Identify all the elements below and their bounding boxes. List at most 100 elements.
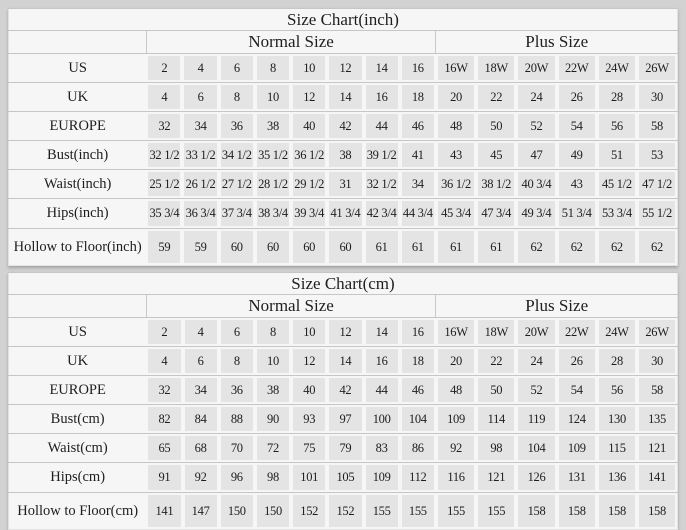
size-value-cell: 39 3/4	[291, 198, 328, 229]
size-value-cell: 152	[327, 492, 364, 530]
size-value-cell: 42	[327, 375, 364, 405]
size-value-cell: 16W	[435, 53, 477, 83]
size-value-cell: 52	[516, 375, 557, 405]
size-value-cell: 6	[182, 82, 219, 112]
size-chart-inch-table: Size Chart(inch) Normal Size Plus Size US 2 4…	[8, 8, 678, 266]
size-value-cell: 90	[254, 404, 292, 434]
size-chart-cm-table: Size Chart(cm) Normal Size Plus Size US 2 4 6 8…	[8, 272, 678, 530]
row-label: US	[8, 53, 147, 83]
size-value-cell: 116	[435, 462, 477, 493]
size-value-cell: 83	[363, 433, 400, 463]
size-value-cell: 35 1/2	[254, 140, 292, 170]
size-value-cell: 62	[637, 228, 678, 266]
size-value-cell: 155	[435, 492, 477, 530]
table-row: EUROPE 32 34 36 38 40 42 44 46 48 50 52 54 56 58	[8, 111, 678, 141]
size-value-cell: 104	[399, 404, 436, 434]
size-value-cell: 52	[516, 111, 557, 141]
size-value-cell: 40	[291, 111, 328, 141]
size-value-cell: 10	[291, 53, 328, 83]
size-value-cell: 33 1/2	[182, 140, 219, 170]
size-value-cell: 150	[254, 492, 292, 530]
size-value-cell: 16W	[435, 317, 477, 347]
table-title: Size Chart(inch)	[8, 8, 678, 31]
size-value-cell: 141	[637, 462, 678, 493]
size-value-cell: 14	[363, 53, 400, 83]
size-value-cell: 44	[363, 111, 400, 141]
size-value-cell: 58	[637, 111, 678, 141]
size-value-cell: 105	[327, 462, 364, 493]
size-value-cell: 24W	[596, 53, 637, 83]
size-value-cell: 51 3/4	[556, 198, 597, 229]
size-value-cell: 147	[182, 492, 219, 530]
size-value-cell: 46	[399, 375, 436, 405]
row-label: Waist(inch)	[8, 169, 147, 199]
size-value-cell: 59	[182, 228, 219, 266]
table-row: Bust(cm) 82 84 88 90 93 97 100 104 109 114 119 124 13…	[8, 404, 678, 434]
size-value-cell: 141	[146, 492, 183, 530]
size-value-cell: 61	[363, 228, 400, 266]
size-value-cell: 38	[254, 375, 292, 405]
size-value-cell: 92	[182, 462, 219, 493]
size-value-cell: 4	[146, 346, 183, 376]
size-value-cell: 70	[218, 433, 255, 463]
table-title-row: Size Chart(inch)	[8, 8, 678, 31]
size-value-cell: 38 3/4	[254, 198, 292, 229]
size-value-cell: 43	[556, 169, 597, 199]
size-value-cell: 8	[218, 346, 255, 376]
size-value-cell: 31	[327, 169, 364, 199]
row-label: Hips(cm)	[8, 462, 147, 493]
size-value-cell: 44	[363, 375, 400, 405]
size-value-cell: 36 1/2	[435, 169, 477, 199]
size-value-cell: 124	[556, 404, 597, 434]
size-value-cell: 38	[327, 140, 364, 170]
size-value-cell: 109	[556, 433, 597, 463]
size-value-cell: 49 3/4	[516, 198, 557, 229]
size-value-cell: 130	[596, 404, 638, 434]
size-value-cell: 4	[182, 53, 219, 83]
size-value-cell: 119	[516, 404, 557, 434]
row-label: Hollow to Floor(inch)	[8, 228, 147, 266]
size-value-cell: 42 3/4	[363, 198, 400, 229]
size-value-cell: 26	[556, 82, 597, 112]
table-row: Hips(inch) 35 3/4 36 3/4 37 3/4 38 3/4 39 3/4…	[8, 198, 678, 229]
size-value-cell: 62	[596, 228, 637, 266]
size-chart-cm-section: Size Chart(cm) Normal Size Plus Size US 2 4 6 8…	[8, 272, 678, 530]
corner-cell	[8, 30, 147, 54]
row-label: US	[8, 317, 147, 347]
table-row: Waist(inch) 25 1/2 26 1/2 27 1/2 28 1/2 29 1/…	[8, 169, 678, 199]
column-group-row: Normal Size Plus Size	[8, 294, 678, 318]
size-value-cell: 32 1/2	[363, 169, 400, 199]
size-value-cell: 24	[516, 346, 557, 376]
size-value-cell: 29 1/2	[291, 169, 328, 199]
size-value-cell: 131	[556, 462, 597, 493]
size-value-cell: 16	[399, 317, 436, 347]
size-value-cell: 155	[363, 492, 400, 530]
size-value-cell: 27 1/2	[218, 169, 255, 199]
size-value-cell: 45	[476, 140, 517, 170]
row-label: Bust(cm)	[8, 404, 147, 434]
size-value-cell: 32	[146, 375, 183, 405]
size-value-cell: 34	[182, 111, 219, 141]
size-value-cell: 79	[327, 433, 364, 463]
size-value-cell: 101	[291, 462, 328, 493]
size-value-cell: 109	[363, 462, 400, 493]
size-value-cell: 55 1/2	[637, 198, 678, 229]
size-value-cell: 12	[327, 53, 364, 83]
size-value-cell: 24	[516, 82, 557, 112]
size-value-cell: 86	[399, 433, 436, 463]
size-value-cell: 41 3/4	[327, 198, 364, 229]
table-title: Size Chart(cm)	[8, 272, 678, 295]
size-value-cell: 24W	[596, 317, 638, 347]
size-value-cell: 22W	[556, 317, 597, 347]
table-row: Waist(cm) 65 68 70 72 75 79 83 86 92 98 104 109 115 12…	[8, 433, 678, 463]
size-value-cell: 45 3/4	[435, 198, 477, 229]
size-value-cell: 8	[254, 53, 292, 83]
row-label: Hips(inch)	[8, 198, 147, 229]
size-value-cell: 50	[476, 375, 517, 405]
column-group-label-plus: Plus Size	[435, 30, 678, 54]
table-row: US 2 4 6 8 10 12 14 16 16W 18W 20W 22W 24W 26W	[8, 53, 678, 83]
size-value-cell: 93	[291, 404, 328, 434]
size-value-cell: 47 1/2	[637, 169, 678, 199]
size-value-cell: 28	[596, 82, 637, 112]
size-value-cell: 10	[254, 82, 292, 112]
